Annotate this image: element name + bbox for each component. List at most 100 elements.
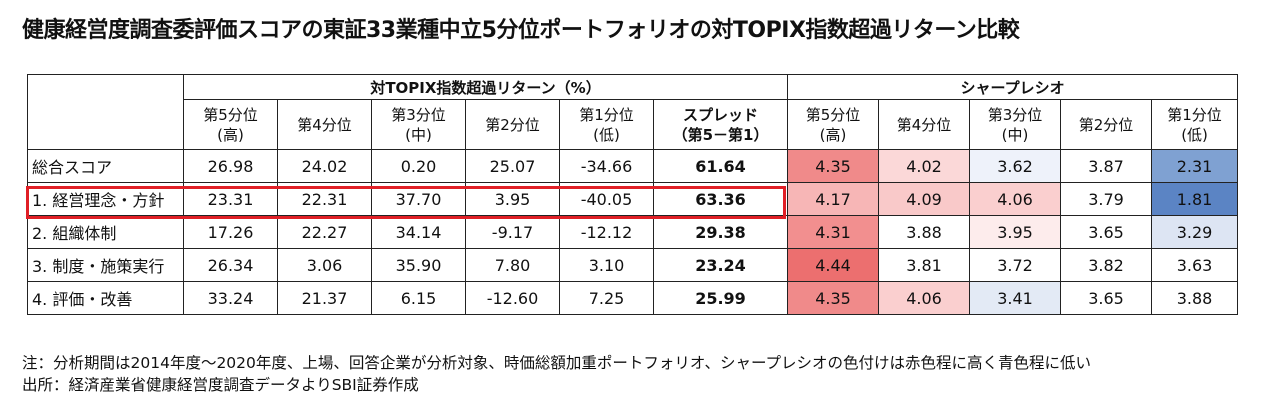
header-line2: (高) (819, 125, 847, 144)
header-line1: 第4分位 (896, 115, 952, 134)
sharpe-cell: 4.06 (969, 182, 1062, 216)
excess-return-cell: 25.07 (465, 149, 560, 183)
sharpe-cell: 3.65 (1060, 215, 1153, 249)
header-line2: (低) (1181, 125, 1208, 144)
excess-return-cell: 26.98 (183, 149, 278, 183)
sharpe-cell: 4.09 (878, 182, 971, 216)
excess-return-cell: -12.60 (465, 281, 560, 315)
sharpe-cell: 3.88 (878, 215, 971, 249)
header-line1: 第1分位 (1167, 105, 1222, 124)
sharpe-cell: 3.65 (1060, 281, 1153, 315)
header-line2: (低) (593, 125, 620, 144)
excess-return-cell: 24.02 (277, 149, 372, 183)
row-label: 3. 制度・施策実行 (27, 248, 184, 282)
sharpe-cell: 1.81 (1151, 182, 1239, 216)
spread-column-header: スプレッド （第5－第1） (652, 99, 789, 150)
sharpe-group-header: シャープレシオ (787, 74, 1239, 100)
excess-return-cell: 34.14 (371, 215, 466, 249)
excess-return-cell: 6.15 (371, 281, 466, 315)
header-line1: 第3分位 (391, 105, 446, 124)
spread-cell: 29.38 (652, 215, 789, 249)
header-line2: （第5－第1） (672, 125, 769, 144)
table-row: 3. 制度・施策実行 26.34 3.06 35.90 7.80 3.10 23.24 4.4… (27, 248, 1239, 282)
header-line1: 第2分位 (1078, 115, 1134, 134)
excess-return-cell: 33.24 (183, 281, 278, 315)
sharpe-cell: 4.35 (787, 149, 880, 183)
header-line1: 第1分位 (579, 105, 634, 124)
sharpe-cell: 4.17 (787, 182, 880, 216)
note-line: 注：分析期間は2014年度～2020年度、上場、回答企業が分析対象、時価総額加重… (22, 354, 1092, 372)
corner-header-cell (27, 74, 184, 150)
spread-cell: 63.36 (652, 182, 789, 216)
sharpe-cell: 3.72 (969, 248, 1062, 282)
header-line1: 第2分位 (485, 115, 540, 134)
sharpe-cell: 3.79 (1060, 182, 1153, 216)
sharpe-cell: 4.02 (878, 149, 971, 183)
sharpe-cell: 3.29 (1151, 215, 1239, 249)
row-label: 4. 評価・改善 (27, 281, 184, 315)
sharpe-column-header: 第4分位 (878, 99, 971, 150)
sharpe-cell: 4.35 (787, 281, 880, 315)
sharpe-cell: 3.82 (1060, 248, 1153, 282)
header-line2: (高) (217, 125, 244, 144)
excess-return-cell: -9.17 (465, 215, 560, 249)
excess-column-header: 第2分位 (465, 99, 560, 150)
header-line1: 第5分位 (805, 105, 861, 124)
excess-return-cell: 3.06 (277, 248, 372, 282)
sharpe-column-header: 第1分位 (低) (1151, 99, 1239, 150)
sharpe-column-header: 第3分位 (中) (969, 99, 1062, 150)
sharpe-cell: 2.31 (1151, 149, 1239, 183)
sharpe-cell: 3.95 (969, 215, 1062, 249)
table-row: 4. 評価・改善 33.24 21.37 6.15 -12.60 7.25 25.99 4.3… (27, 281, 1239, 315)
sharpe-cell: 3.87 (1060, 149, 1153, 183)
spread-cell: 61.64 (652, 149, 789, 183)
source-line: 出所：経済産業省健康経営度調査データよりSBI証券作成 (22, 376, 419, 394)
header-line2: (中) (1001, 125, 1029, 144)
sharpe-cell: 3.81 (878, 248, 971, 282)
excess-return-cell: 17.26 (183, 215, 278, 249)
page-title: 健康経営度調査委評価スコアの東証33業種中立5分位ポートフォリオの対TOPIX指… (22, 18, 1020, 43)
sharpe-column-header: 第2分位 (1060, 99, 1153, 150)
sharpe-cell: 4.31 (787, 215, 880, 249)
excess-column-header: 第1分位 (低) (559, 99, 654, 150)
sharpe-cell: 3.88 (1151, 281, 1239, 315)
spread-cell: 25.99 (652, 281, 789, 315)
excess-return-cell: -40.05 (559, 182, 654, 216)
row-label: 2. 組織体制 (27, 215, 184, 249)
sharpe-cell: 3.63 (1151, 248, 1239, 282)
comparison-table: 対TOPIX指数超過リターン（%） シャープレシオ 第5分位 (高) 第4分位 第3分… (27, 74, 1239, 315)
excess-return-cell: 3.10 (559, 248, 654, 282)
table-row: 総合スコア 26.98 24.02 0.20 25.07 -34.66 61.64 4.35 4… (27, 149, 1239, 183)
excess-return-cell: 7.80 (465, 248, 560, 282)
excess-column-header: 第3分位 (中) (371, 99, 466, 150)
excess-return-cell: 21.37 (277, 281, 372, 315)
header-line1: 第4分位 (297, 115, 352, 134)
row-label: 総合スコア (27, 149, 184, 183)
excess-return-cell: -12.12 (559, 215, 654, 249)
excess-return-cell: 22.31 (277, 182, 372, 216)
footnotes: 注：分析期間は2014年度～2020年度、上場、回答企業が分析対象、時価総額加重… (22, 352, 1091, 396)
excess-return-cell: 37.70 (371, 182, 466, 216)
excess-column-header: 第4分位 (277, 99, 372, 150)
excess-return-cell: 35.90 (371, 248, 466, 282)
table-row: 1. 経営理念・方針 23.31 22.31 37.70 3.95 -40.05 63.36… (27, 182, 1239, 216)
sharpe-cell: 3.41 (969, 281, 1062, 315)
header-line1: 第5分位 (203, 105, 258, 124)
table-row: 2. 組織体制 17.26 22.27 34.14 -9.17 -12.12 29.38 4.… (27, 215, 1239, 249)
header-line2: (中) (405, 125, 432, 144)
excess-return-cell: 26.34 (183, 248, 278, 282)
sharpe-cell: 4.06 (878, 281, 971, 315)
excess-return-cell: 22.27 (277, 215, 372, 249)
excess-return-cell: 7.25 (559, 281, 654, 315)
excess-return-cell: 23.31 (183, 182, 278, 216)
spread-cell: 23.24 (652, 248, 789, 282)
excess-return-cell: 3.95 (465, 182, 560, 216)
sharpe-column-header: 第5分位 (高) (787, 99, 880, 150)
sharpe-cell: 4.44 (787, 248, 880, 282)
excess-return-group-header: 対TOPIX指数超過リターン（%） (182, 74, 789, 100)
sharpe-cell: 3.62 (969, 149, 1062, 183)
excess-return-cell: 0.20 (371, 149, 466, 183)
row-label: 1. 経営理念・方針 (27, 182, 184, 216)
header-line1: スプレッド (683, 105, 759, 124)
header-line1: 第3分位 (987, 105, 1043, 124)
